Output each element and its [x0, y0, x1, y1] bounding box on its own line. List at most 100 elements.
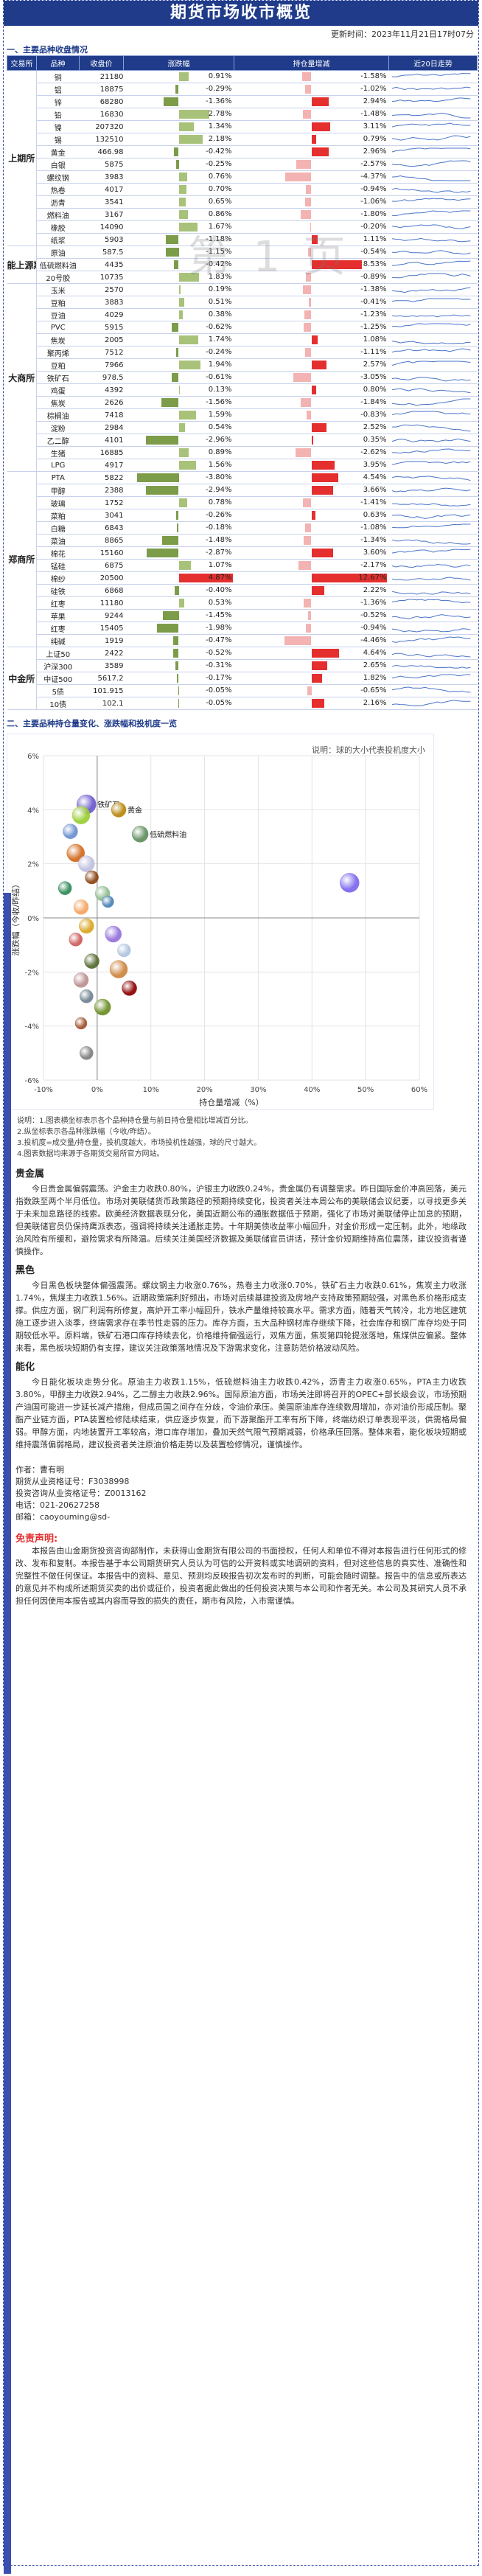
trend-sparkline [391, 348, 471, 353]
change-pct: 2.78% [208, 110, 232, 118]
change-bar [178, 686, 179, 695]
change-bar [178, 386, 181, 394]
change-bar [172, 323, 179, 332]
oi-bar [308, 248, 312, 257]
oi-bar-cell: 0.35% [234, 435, 389, 445]
product-name: 棕榈油 [36, 408, 80, 422]
product-name: 橡胶 [36, 220, 80, 234]
oi-pct: -1.58% [360, 72, 387, 80]
oi-pct: -0.94% [360, 624, 387, 632]
oi-pct: -0.54% [360, 248, 387, 256]
oi-pct: 8.53% [363, 260, 387, 268]
change-bar [178, 310, 184, 319]
product-name: 燃料油 [36, 208, 80, 221]
author-email[interactable]: 邮箱：caoyouming@sd- [15, 1512, 111, 1522]
oi-bar-cell: -0.54% [234, 247, 389, 257]
product-name: 菜粕 [36, 509, 80, 522]
oi-pct: -1.38% [360, 285, 387, 293]
change-pct: -0.18% [206, 523, 232, 532]
x-axis-label: 持仓量增减（%） [199, 1097, 263, 1107]
bubble-point [109, 960, 128, 978]
oi-pct: -2.17% [360, 561, 387, 569]
sparkline-path [391, 198, 470, 202]
trend-sparkline [391, 210, 470, 217]
bubble-point [80, 989, 94, 1003]
product-name: 铁矿石 [36, 371, 80, 384]
change-bar [178, 198, 186, 206]
oi-bar [303, 599, 312, 608]
oi-bar [309, 298, 312, 307]
oi-bar-cell: -0.20% [234, 222, 389, 232]
oi-bar-cell: -2.57% [234, 159, 389, 170]
trend-sparkline [391, 476, 471, 481]
oi-bar [311, 122, 330, 131]
sparkline-path [391, 614, 470, 619]
change-pct: -0.52% [206, 649, 232, 657]
change-bar [176, 523, 179, 532]
product-name: 镍 [36, 120, 80, 133]
table-row: 红枣 11180 0.53% -1.36% [7, 596, 478, 610]
bubble-point [80, 1046, 94, 1060]
change-bar-cell: -0.31% [124, 661, 234, 671]
table-row: 淀粉 2984 0.54% 2.52% [7, 421, 478, 434]
change-bar-cell: -0.25% [124, 159, 234, 170]
change-pct: -3.80% [206, 473, 232, 481]
product-name: 豆油 [36, 308, 80, 321]
y-tick-label: -2% [25, 969, 39, 977]
oi-bar-cell: 2.65% [234, 661, 389, 671]
oi-bar [298, 561, 312, 570]
close-price: 5903 [79, 233, 124, 246]
change-pct: -0.61% [206, 373, 232, 381]
oi-pct: 0.80% [363, 386, 387, 394]
y-tick-label: 2% [27, 861, 39, 869]
footnote: 4.图表数据均来源于各期货交易所官方网站。 [17, 1150, 164, 1158]
oi-bar [311, 436, 314, 445]
oi-bar-cell: 12.67% [234, 573, 389, 583]
close-price: 466.98 [79, 145, 124, 159]
product-name: PVC [36, 321, 80, 334]
change-pct: -0.42% [206, 260, 232, 268]
sparkline-path [391, 348, 471, 353]
change-bar-cell: 0.78% [124, 498, 234, 508]
oi-bar [310, 223, 312, 232]
oi-pct: -1.23% [360, 310, 387, 318]
change-bar [162, 611, 179, 620]
sparkline-path [391, 686, 470, 693]
table-row: 热卷 4017 0.70% -0.94% [7, 183, 478, 196]
oi-bar-cell: -1.38% [234, 285, 389, 295]
oi-bar-cell: -4.46% [234, 636, 389, 646]
change-bar-cell: -0.52% [124, 648, 234, 658]
bubble-point [117, 943, 131, 958]
oi-bar [311, 661, 327, 670]
sparkline-path [391, 147, 470, 153]
change-pct: -0.05% [206, 699, 232, 707]
oi-bar [303, 536, 312, 545]
section1-title: 一、主要品种收盘情况 [7, 45, 88, 55]
product-name: 苹果 [36, 609, 80, 622]
trend-sparkline [391, 160, 471, 167]
sparkline-path [391, 523, 470, 529]
table-row: 能上源期原油587.5 -1.15% -0.54% [7, 246, 478, 284]
col-header: 交易所 [7, 55, 37, 71]
oi-bar [311, 423, 326, 432]
trend-sparkline [391, 97, 470, 102]
close-price: 4917 [79, 459, 124, 472]
close-price: 1919 [79, 634, 124, 647]
sparkline-path [391, 341, 470, 344]
chart-footnotes: 说明：1.图表横坐标表示各个品种持仓量与前日持仓量相比增减百分比。 2.纵坐标表… [4, 1114, 478, 1161]
product-name: 豆粕 [36, 296, 80, 309]
x-tick-label: 40% [304, 1086, 320, 1094]
product-name: 沥青 [36, 195, 80, 209]
sparkline-path [391, 461, 471, 465]
change-bar-cell: 1.67% [124, 222, 234, 232]
oi-bar [311, 486, 334, 495]
change-bar-cell: 1.07% [124, 560, 234, 571]
change-pct: -0.31% [206, 661, 232, 669]
product-name: 焦炭 [36, 333, 80, 347]
oi-bar [285, 173, 312, 181]
disclaimer: 免责声明: 本报告由山金期货投资咨询部制作，未获得山金期货有限公司的书面授权，任… [15, 1531, 467, 1607]
oi-bar-cell: 8.53% [234, 260, 389, 270]
oi-bar [304, 198, 312, 206]
table-row: 铁矿石 978.5 -0.61% -3.05% [7, 371, 478, 384]
table-row: 中证500 5617.2 -0.17% 1.82% [7, 672, 478, 685]
